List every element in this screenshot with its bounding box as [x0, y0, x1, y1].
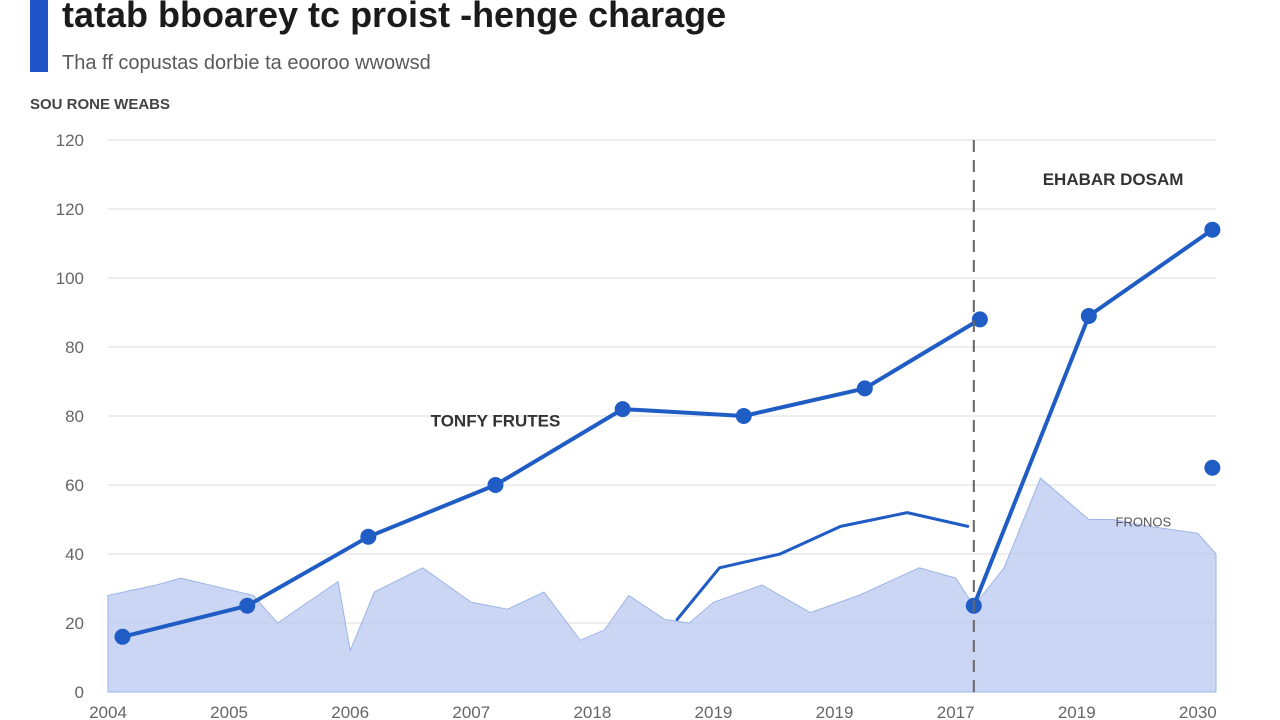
y-tick-label: 20	[65, 614, 84, 633]
x-tick-label: 2019	[695, 703, 733, 720]
chart-annotation: FRONOS	[1116, 514, 1172, 529]
area-series	[107, 477, 1217, 693]
chart-annotation: TONFY FRUTES	[431, 411, 561, 430]
x-tick-label: 2030	[1179, 703, 1217, 720]
data-point	[971, 311, 988, 328]
series-line	[675, 511, 970, 621]
chart-subtitle: Tha ff copustas dorbie ta eooroo wwowsd	[62, 52, 431, 74]
data-point	[114, 628, 131, 645]
x-tick-label: 2019	[1058, 703, 1096, 720]
accent-bar	[30, 0, 48, 72]
x-tick-label: 2005	[210, 703, 248, 720]
y-tick-label: 120	[56, 131, 84, 150]
y-tick-label: 80	[65, 338, 84, 357]
series-line	[120, 317, 982, 639]
x-tick-label: 2007	[452, 703, 490, 720]
data-point	[1204, 459, 1221, 476]
x-tick-label: 2018	[573, 703, 611, 720]
y-tick-label: 60	[65, 476, 84, 495]
x-tick-label: 2006	[331, 703, 369, 720]
x-tick-label: 2004	[89, 703, 127, 720]
y-tick-label: 0	[75, 683, 84, 702]
y-tick-label: 40	[65, 545, 84, 564]
x-tick-label: 2017	[937, 703, 975, 720]
data-point	[1080, 307, 1097, 324]
data-point	[360, 528, 377, 545]
chart-title: tatab bboarey tc proist -henge charage	[62, 0, 727, 35]
data-point	[856, 380, 873, 397]
data-point	[735, 408, 752, 424]
y-tick-label: 80	[65, 407, 84, 426]
data-point	[614, 401, 631, 418]
data-point	[487, 477, 504, 493]
chart-annotation: EHABAR DOSAM	[1043, 170, 1184, 189]
y-tick-label: 100	[56, 269, 84, 288]
y-axis-label: SOU RONE WEABS	[30, 96, 171, 113]
x-tick-label: 2019	[816, 703, 854, 720]
y-tick-label: 120	[56, 200, 84, 219]
data-point	[1204, 221, 1221, 238]
data-point	[239, 597, 256, 614]
